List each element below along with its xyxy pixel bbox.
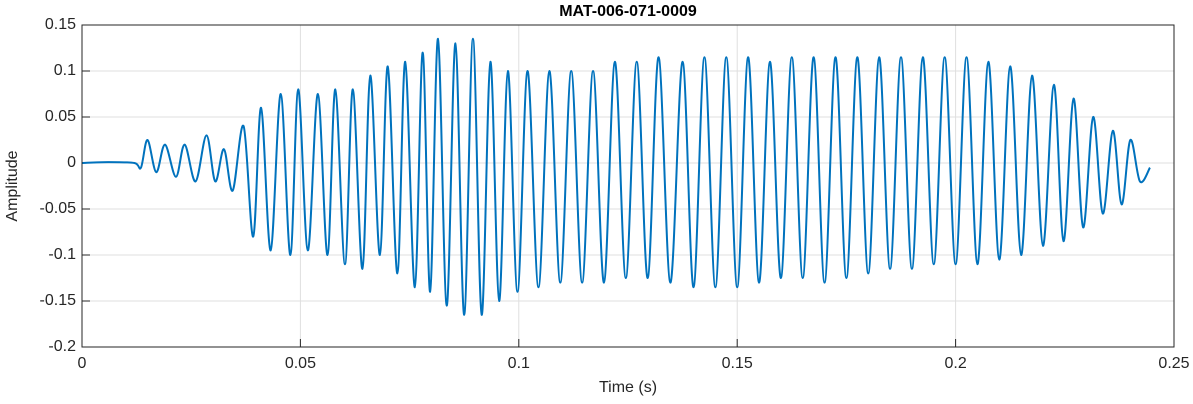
y-tick-label: 0 [67,154,76,171]
y-tick-label: 0.15 [45,16,76,33]
x-tick-label: 0.15 [722,355,753,372]
y-tick-label: 0.1 [54,62,76,79]
y-axis-label: Amplitude [4,150,21,221]
x-tick-label: 0.1 [508,355,530,372]
y-tick-label: -0.05 [40,200,77,217]
x-tick-label: 0.2 [944,355,966,372]
plot-area [82,25,1174,347]
x-tick-label: 0.05 [285,355,316,372]
axes-box [81,24,1175,348]
x-tick-label: 0.25 [1158,355,1189,372]
y-tick-label: -0.2 [48,338,76,355]
chart-title: MAT-006-071-0009 [559,3,697,20]
x-axis-label: Time (s) [599,379,657,396]
x-tick-label: 0 [78,355,87,372]
y-tick-label: -0.15 [40,292,77,309]
y-tick-label: -0.1 [48,246,76,263]
waveform-line [81,37,1151,316]
y-tick-label: 0.05 [45,108,76,125]
